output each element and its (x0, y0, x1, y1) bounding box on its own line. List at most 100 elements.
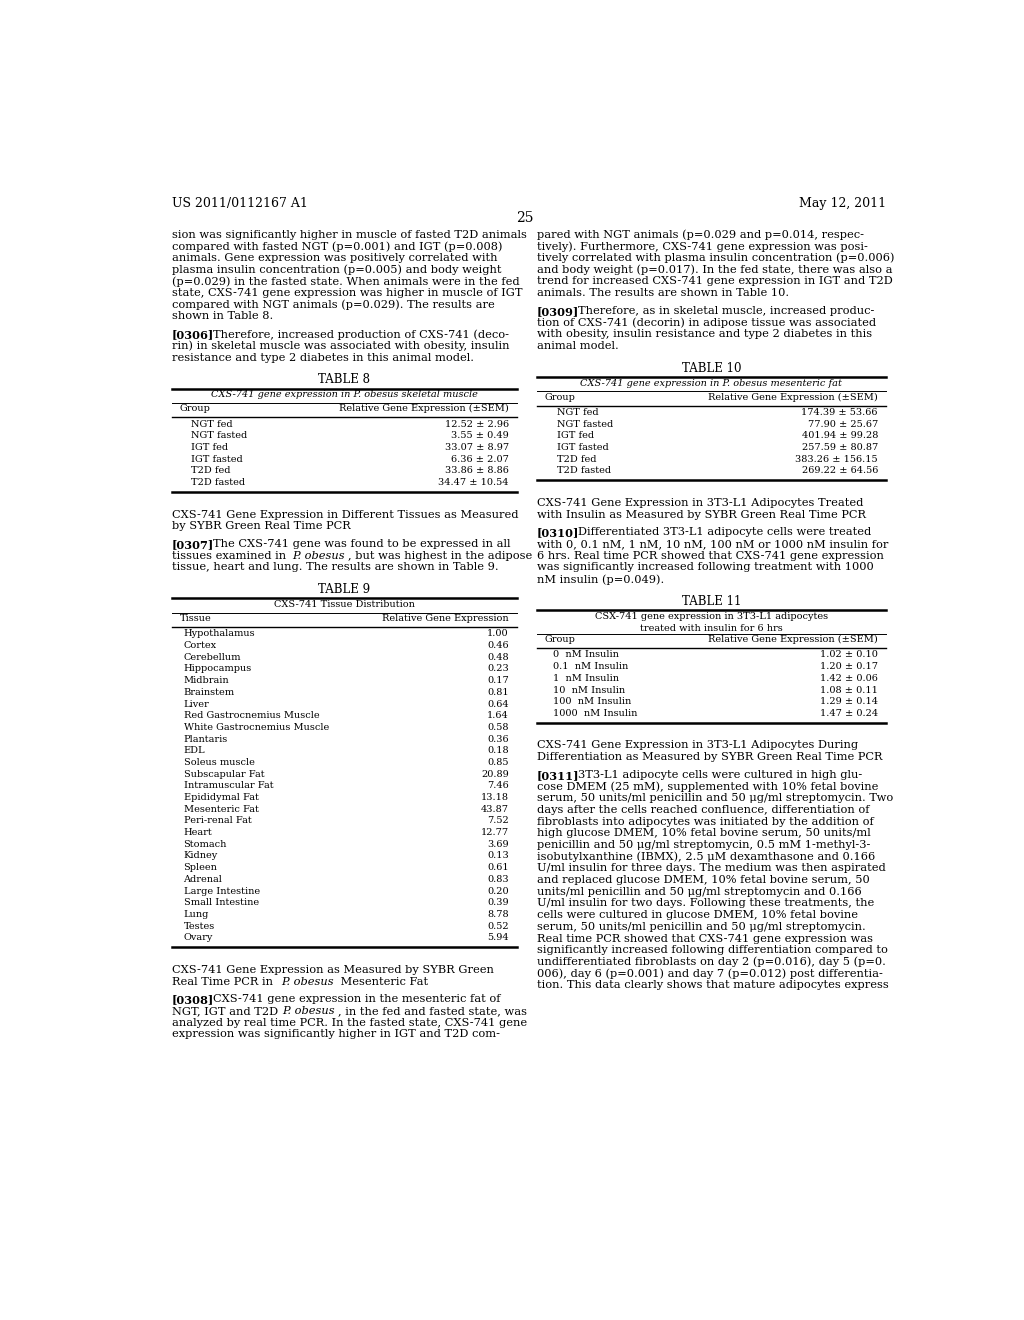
Text: (p=0.029) in the fasted state. When animals were in the fed: (p=0.029) in the fasted state. When anim… (172, 276, 519, 286)
Text: expression was significantly higher in IGT and T2D com-: expression was significantly higher in I… (172, 1030, 500, 1039)
Text: Stomach: Stomach (183, 840, 227, 849)
Text: , but was highest in the adipose: , but was highest in the adipose (348, 550, 532, 561)
Text: EDL: EDL (183, 746, 205, 755)
Text: Hippocampus: Hippocampus (183, 664, 252, 673)
Text: 401.94 ± 99.28: 401.94 ± 99.28 (802, 432, 878, 441)
Text: tion of CXS-741 (decorin) in adipose tissue was associated: tion of CXS-741 (decorin) in adipose tis… (537, 318, 876, 329)
Text: compared with fasted NGT (p=0.001) and IGT (p=0.008): compared with fasted NGT (p=0.001) and I… (172, 242, 502, 252)
Text: 1.02 ± 0.10: 1.02 ± 0.10 (820, 651, 878, 660)
Text: with 0, 0.1 nM, 1 nM, 10 nM, 100 nM or 1000 nM insulin for: with 0, 0.1 nM, 1 nM, 10 nM, 100 nM or 1… (537, 539, 888, 549)
Text: animals. Gene expression was positively correlated with: animals. Gene expression was positively … (172, 253, 497, 263)
Text: Hypothalamus: Hypothalamus (183, 630, 255, 639)
Text: compared with NGT animals (p=0.029). The results are: compared with NGT animals (p=0.029). The… (172, 300, 495, 310)
Text: TABLE 10: TABLE 10 (682, 362, 741, 375)
Text: Adrenal: Adrenal (183, 875, 222, 884)
Text: 7.52: 7.52 (487, 816, 509, 825)
Text: 0.58: 0.58 (487, 723, 509, 731)
Text: trend for increased CXS-741 gene expression in IGT and T2D: trend for increased CXS-741 gene express… (537, 276, 893, 286)
Text: 0.64: 0.64 (487, 700, 509, 709)
Text: was significantly increased following treatment with 1000: was significantly increased following tr… (537, 562, 873, 573)
Text: Liver: Liver (183, 700, 209, 709)
Text: Spleen: Spleen (183, 863, 217, 873)
Text: CXS-741 Gene Expression in 3T3-L1 Adipocytes Treated: CXS-741 Gene Expression in 3T3-L1 Adipoc… (537, 498, 863, 508)
Text: The CXS-741 gene was found to be expressed in all: The CXS-741 gene was found to be express… (213, 539, 510, 549)
Text: CSX-741 gene expression in 3T3-L1 adipocytes: CSX-741 gene expression in 3T3-L1 adipoc… (595, 612, 827, 620)
Text: IGT fed: IGT fed (557, 432, 594, 441)
Text: tissue, heart and lung. The results are shown in Table 9.: tissue, heart and lung. The results are … (172, 562, 499, 573)
Text: 3.55 ± 0.49: 3.55 ± 0.49 (452, 432, 509, 441)
Text: sion was significantly higher in muscle of fasted T2D animals: sion was significantly higher in muscle … (172, 230, 526, 239)
Text: T2D fasted: T2D fasted (191, 478, 246, 487)
Text: days after the cells reached confluence, differentiation of: days after the cells reached confluence,… (537, 805, 869, 814)
Text: [0308]: [0308] (172, 994, 214, 1006)
Text: 0.39: 0.39 (487, 898, 509, 907)
Text: 77.90 ± 25.67: 77.90 ± 25.67 (808, 420, 878, 429)
Text: Peri-renal Fat: Peri-renal Fat (183, 816, 251, 825)
Text: 1.00: 1.00 (487, 630, 509, 639)
Text: Ovary: Ovary (183, 933, 213, 942)
Text: 257.59 ± 80.87: 257.59 ± 80.87 (802, 444, 878, 451)
Text: NGT fasted: NGT fasted (191, 432, 248, 441)
Text: Small Intestine: Small Intestine (183, 898, 259, 907)
Text: Relative Gene Expression (±SEM): Relative Gene Expression (±SEM) (709, 635, 878, 644)
Text: Lung: Lung (183, 909, 209, 919)
Text: 3T3-L1 adipocyte cells were cultured in high glu-: 3T3-L1 adipocyte cells were cultured in … (578, 770, 862, 780)
Text: Group: Group (545, 392, 575, 401)
Text: Relative Gene Expression (±SEM): Relative Gene Expression (±SEM) (339, 404, 509, 413)
Text: Differentiation as Measured by SYBR Green Real Time PCR: Differentiation as Measured by SYBR Gree… (537, 752, 883, 762)
Text: 0.36: 0.36 (487, 735, 509, 743)
Text: P. obesus: P. obesus (292, 550, 345, 561)
Text: Heart: Heart (183, 828, 212, 837)
Text: Kidney: Kidney (183, 851, 218, 861)
Text: IGT fed: IGT fed (191, 444, 228, 451)
Text: Therefore, increased production of CXS-741 (deco-: Therefore, increased production of CXS-7… (213, 329, 509, 339)
Text: 33.07 ± 8.97: 33.07 ± 8.97 (444, 444, 509, 451)
Text: resistance and type 2 diabetes in this animal model.: resistance and type 2 diabetes in this a… (172, 352, 474, 363)
Text: isobutylxanthine (IBMX), 2.5 μM dexamthasone and 0.166: isobutylxanthine (IBMX), 2.5 μM dexamtha… (537, 851, 874, 862)
Text: TABLE 11: TABLE 11 (682, 595, 741, 609)
Text: Brainstem: Brainstem (183, 688, 234, 697)
Text: 0.85: 0.85 (487, 758, 509, 767)
Text: animal model.: animal model. (537, 341, 618, 351)
Text: TABLE 9: TABLE 9 (318, 583, 371, 597)
Text: T2D fasted: T2D fasted (557, 466, 610, 475)
Text: 0.23: 0.23 (487, 664, 509, 673)
Text: Tissue: Tissue (179, 614, 211, 623)
Text: 10  nM Insulin: 10 nM Insulin (553, 685, 625, 694)
Text: 0.1  nM Insulin: 0.1 nM Insulin (553, 663, 628, 671)
Text: undifferentiated fibroblasts on day 2 (p=0.016), day 5 (p=0.: undifferentiated fibroblasts on day 2 (p… (537, 957, 886, 968)
Text: 6 hrs. Real time PCR showed that CXS-741 gene expression: 6 hrs. Real time PCR showed that CXS-741… (537, 550, 884, 561)
Text: Midbrain: Midbrain (183, 676, 229, 685)
Text: Group: Group (179, 404, 211, 413)
Text: 0.20: 0.20 (487, 887, 509, 895)
Text: 33.86 ± 8.86: 33.86 ± 8.86 (445, 466, 509, 475)
Text: CXS-741 gene expression in P. obesus skeletal muscle: CXS-741 gene expression in P. obesus ske… (211, 391, 477, 400)
Text: Relative Gene Expression (±SEM): Relative Gene Expression (±SEM) (709, 392, 878, 401)
Text: Epididymal Fat: Epididymal Fat (183, 793, 258, 803)
Text: 1  nM Insulin: 1 nM Insulin (553, 673, 618, 682)
Text: 1.47 ± 0.24: 1.47 ± 0.24 (820, 709, 878, 718)
Text: 0.17: 0.17 (487, 676, 509, 685)
Text: 0.61: 0.61 (487, 863, 509, 873)
Text: tively correlated with plasma insulin concentration (p=0.006): tively correlated with plasma insulin co… (537, 253, 894, 264)
Text: 25: 25 (516, 211, 534, 226)
Text: by SYBR Green Real Time PCR: by SYBR Green Real Time PCR (172, 521, 350, 531)
Text: Real Time PCR in: Real Time PCR in (172, 977, 276, 986)
Text: animals. The results are shown in Table 10.: animals. The results are shown in Table … (537, 288, 788, 298)
Text: 1000  nM Insulin: 1000 nM Insulin (553, 709, 637, 718)
Text: 006), day 6 (p=0.001) and day 7 (p=0.012) post differentia-: 006), day 6 (p=0.001) and day 7 (p=0.012… (537, 969, 883, 979)
Text: Plantaris: Plantaris (183, 735, 227, 743)
Text: CXS-741 Gene Expression as Measured by SYBR Green: CXS-741 Gene Expression as Measured by S… (172, 965, 494, 975)
Text: analyzed by real time PCR. In the fasted state, CXS-741 gene: analyzed by real time PCR. In the fasted… (172, 1018, 526, 1028)
Text: 0.52: 0.52 (487, 921, 509, 931)
Text: Large Intestine: Large Intestine (183, 887, 260, 895)
Text: 8.78: 8.78 (487, 909, 509, 919)
Text: 12.77: 12.77 (481, 828, 509, 837)
Text: 0  nM Insulin: 0 nM Insulin (553, 651, 618, 660)
Text: 34.47 ± 10.54: 34.47 ± 10.54 (438, 478, 509, 487)
Text: 43.87: 43.87 (481, 805, 509, 813)
Text: 1.29 ± 0.14: 1.29 ± 0.14 (820, 697, 878, 706)
Text: cose DMEM (25 mM), supplemented with 10% fetal bovine: cose DMEM (25 mM), supplemented with 10%… (537, 781, 878, 792)
Text: TABLE 8: TABLE 8 (318, 374, 371, 387)
Text: cells were cultured in glucose DMEM, 10% fetal bovine: cells were cultured in glucose DMEM, 10%… (537, 911, 858, 920)
